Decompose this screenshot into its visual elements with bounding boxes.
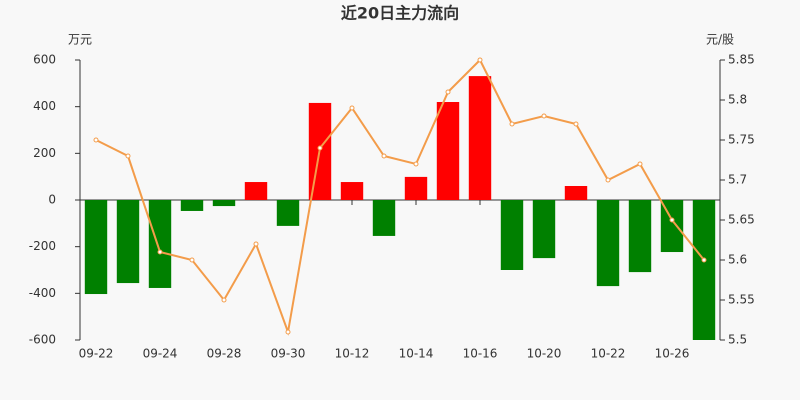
- line-point: [285, 329, 291, 335]
- y2-tick-label: 5.6: [728, 253, 747, 267]
- line-point: [317, 145, 323, 151]
- x-tick-label: 10-26: [655, 347, 690, 361]
- line-point: [701, 257, 707, 263]
- line-point: [509, 121, 515, 127]
- line-point: [381, 153, 387, 159]
- bar: [340, 182, 364, 200]
- line-point: [413, 161, 419, 167]
- x-tick-label: 09-24: [143, 347, 178, 361]
- y-tick-label: 400: [33, 99, 56, 113]
- y2-tick-label: 5.5: [728, 333, 747, 347]
- line-point: [125, 153, 131, 159]
- line-point: [477, 57, 483, 63]
- x-tick-label: 10-16: [463, 347, 498, 361]
- line-point: [253, 241, 259, 247]
- y-axis-label: 万元: [68, 33, 92, 47]
- x-tick-label: 10-12: [335, 347, 370, 361]
- y-tick-label: 600: [33, 53, 56, 67]
- bar: [148, 200, 172, 288]
- x-tick-label: 10-14: [399, 347, 434, 361]
- line-point: [605, 177, 611, 183]
- line-point: [189, 257, 195, 263]
- y2-tick-label: 5.85: [728, 53, 755, 67]
- y2-tick-label: 5.8: [728, 93, 747, 107]
- line: [95, 58, 705, 336]
- y2-tick-label: 5.7: [728, 173, 747, 187]
- y2-axis-label: 元/股: [706, 33, 734, 47]
- line-point: [349, 105, 355, 111]
- x-tick-label: 09-28: [207, 347, 242, 361]
- bar: [532, 200, 556, 259]
- y2-tick-label: 5.75: [728, 133, 755, 147]
- bar: [692, 200, 716, 340]
- bar: [244, 182, 268, 200]
- bar: [180, 200, 204, 211]
- bar: [276, 200, 300, 226]
- bar: [436, 102, 460, 200]
- line-point: [573, 121, 579, 127]
- bar: [212, 200, 236, 207]
- line-point: [221, 297, 227, 303]
- line-point: [637, 161, 643, 167]
- bar: [372, 200, 396, 236]
- y-tick-label: -600: [29, 333, 56, 347]
- chart-title: 近20日主力流向: [341, 4, 459, 23]
- line-point: [157, 249, 163, 255]
- line-point: [541, 113, 547, 119]
- line-point: [669, 217, 675, 223]
- y-tick-label: 0: [48, 193, 56, 207]
- bar: [660, 200, 684, 253]
- bar: [404, 176, 428, 200]
- bar: [564, 186, 588, 200]
- bar: [468, 76, 492, 200]
- bar: [500, 200, 524, 270]
- bar: [596, 200, 620, 287]
- x-tick-label: 10-20: [527, 347, 562, 361]
- line-point: [445, 89, 451, 95]
- x-tick-label: 09-30: [271, 347, 306, 361]
- line-point: [93, 137, 99, 143]
- y-tick-label: -200: [29, 239, 56, 253]
- bar: [84, 200, 108, 295]
- y-tick-label: 200: [33, 146, 56, 160]
- bar: [116, 200, 140, 284]
- bar: [628, 200, 652, 273]
- x-tick-label: 10-22: [591, 347, 626, 361]
- y2-tick-label: 5.55: [728, 293, 755, 307]
- y-tick-label: -400: [29, 286, 56, 300]
- y2-tick-label: 5.65: [728, 213, 755, 227]
- x-tick-label: 09-22: [79, 347, 114, 361]
